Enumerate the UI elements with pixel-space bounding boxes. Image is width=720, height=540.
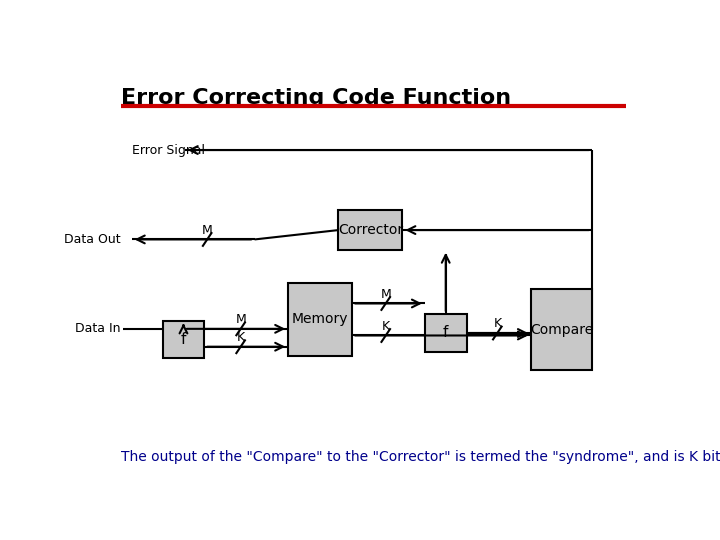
Text: Error Correcting Code Function: Error Correcting Code Function	[121, 87, 510, 107]
Text: f: f	[443, 326, 449, 341]
Text: K: K	[237, 331, 245, 344]
Bar	[163, 321, 204, 358]
Text: Corrector: Corrector	[338, 223, 403, 237]
Text: Memory: Memory	[292, 313, 348, 327]
Text: Compare: Compare	[530, 323, 593, 337]
Text: Error Signal: Error Signal	[132, 144, 205, 157]
Text: The output of the "Compare" to the "Corrector" is termed the "syndrome", and is : The output of the "Compare" to the "Corr…	[121, 450, 720, 464]
Text: f: f	[181, 332, 186, 347]
Bar	[425, 314, 467, 352]
Text: Data In: Data In	[75, 322, 121, 335]
Text: M: M	[235, 313, 246, 326]
Bar	[288, 283, 352, 356]
Bar	[338, 210, 402, 250]
Text: K: K	[493, 318, 501, 330]
Text: M: M	[380, 288, 391, 301]
Text: M: M	[202, 224, 212, 237]
Bar	[531, 289, 592, 370]
Text: Data Out: Data Out	[64, 233, 121, 246]
Text: K: K	[382, 320, 390, 333]
